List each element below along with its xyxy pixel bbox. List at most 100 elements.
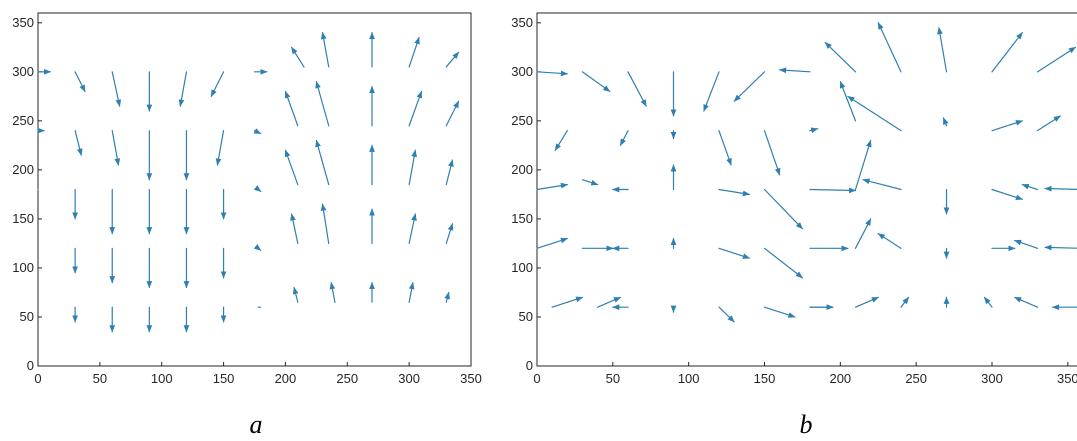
x-tick-label: 100: [151, 371, 173, 386]
x-tick-label: 150: [213, 371, 235, 386]
vector-arrow: [284, 90, 299, 127]
y-tick-label: 200: [511, 162, 533, 177]
vector-arrow: [551, 296, 584, 308]
vector-arrow: [581, 179, 599, 186]
vector-arrow: [320, 31, 330, 68]
vector-arrow: [763, 130, 781, 176]
vector-arrow: [74, 71, 86, 93]
vector-arrow: [554, 130, 568, 151]
quiver-arrows-a: [37, 31, 460, 333]
vector-arrow: [763, 188, 804, 230]
vector-arrow: [824, 41, 857, 73]
y-tick-label: 100: [511, 260, 533, 275]
vector-arrow: [315, 80, 330, 127]
x-tick-label: 50: [606, 371, 620, 386]
vector-arrow: [292, 286, 299, 303]
y-tick-label: 150: [12, 211, 34, 226]
vector-arrow: [444, 291, 450, 303]
vector-arrow: [877, 233, 902, 249]
tick-labels-b: 0 50 100 150 200 250 300 350 0 50 100 150 200 250 300 3…: [511, 15, 1077, 386]
tick-labels-a: 0 50 100 150 200 250 300 350 0 50 100 150 200 250 300 3…: [12, 15, 482, 386]
vector-arrow: [718, 130, 732, 166]
vector-arrow: [1021, 183, 1039, 191]
vector-arrow: [733, 71, 766, 102]
vector-arrow: [983, 296, 993, 308]
vector-arrow: [210, 71, 225, 97]
vector-arrow: [854, 218, 872, 249]
x-tick-label: 200: [275, 371, 297, 386]
x-tick-label: 300: [398, 371, 420, 386]
vector-arrow: [763, 306, 796, 318]
vector-arrow: [900, 296, 910, 308]
vector-arrow: [408, 213, 417, 245]
panel-b: 0 50 100 150 200 250 300 350 0 50 100 150 200 250 300 3…: [511, 12, 1077, 439]
vector-arrow: [1036, 115, 1061, 132]
vector-arrow: [445, 100, 460, 127]
y-tick-label: 0: [27, 358, 34, 373]
y-tick-label: 50: [519, 309, 533, 324]
vector-arrow: [215, 130, 225, 166]
vector-arrow: [627, 71, 647, 107]
vector-arrow: [718, 306, 735, 323]
x-tick-label: 350: [1057, 371, 1077, 386]
vector-arrow: [291, 46, 305, 68]
vector-arrow: [1014, 239, 1039, 249]
x-tick-label: 0: [34, 371, 41, 386]
y-tick-label: 350: [511, 15, 533, 30]
vector-arrow: [315, 139, 330, 186]
vector-arrow: [809, 127, 819, 134]
quiver-arrows-b: [536, 22, 1077, 323]
vector-arrow: [408, 36, 420, 68]
vector-arrow: [991, 120, 1024, 132]
vector-arrow: [718, 188, 751, 197]
vector-arrow: [937, 26, 948, 73]
plot-frame-a: [37, 12, 472, 367]
vector-arrow: [597, 296, 622, 308]
vector-arrow: [445, 51, 460, 68]
vector-arrow: [320, 203, 330, 245]
vector-arrow: [74, 130, 83, 156]
vector-arrow: [253, 185, 262, 193]
vector-arrow: [619, 130, 629, 147]
vector-arrow: [991, 188, 1024, 201]
vector-arrow: [536, 237, 569, 249]
vector-arrow: [877, 22, 902, 73]
y-tick-label: 350: [12, 15, 34, 30]
y-tick-label: 300: [511, 64, 533, 79]
y-tick-label: 200: [12, 162, 34, 177]
vector-arrow: [1044, 185, 1077, 192]
vector-arrow: [854, 139, 872, 191]
vector-arrow: [809, 187, 857, 194]
vector-arrow: [763, 247, 804, 279]
x-tick-label: 300: [981, 371, 1003, 386]
vector-arrow: [839, 80, 857, 122]
vector-arrow: [536, 70, 569, 77]
vector-arrow: [253, 128, 262, 135]
vector-arrow: [329, 281, 336, 303]
panel-label-a: a: [250, 410, 263, 439]
y-tick-label: 100: [12, 260, 34, 275]
x-tick-label: 250: [905, 371, 927, 386]
x-tick-label: 350: [460, 371, 482, 386]
vector-arrow: [178, 71, 188, 107]
vector-arrow: [253, 244, 262, 251]
vector-arrow: [284, 149, 299, 186]
vector-arrow: [408, 281, 415, 303]
vector-arrow: [942, 117, 949, 127]
vector-arrow: [718, 247, 751, 259]
y-tick-label: 0: [526, 358, 533, 373]
vector-arrow: [408, 90, 423, 127]
vector-arrow: [991, 32, 1023, 73]
y-tick-label: 50: [20, 309, 34, 324]
y-tick-label: 150: [511, 211, 533, 226]
vector-arrow: [111, 130, 121, 166]
x-tick-label: 250: [336, 371, 358, 386]
vector-arrow: [408, 149, 418, 186]
vector-arrow: [703, 71, 720, 112]
x-tick-label: 150: [754, 371, 776, 386]
vector-arrow: [778, 67, 811, 74]
vector-arrow: [1036, 46, 1077, 73]
x-tick-label: 200: [829, 371, 851, 386]
vector-arrow: [581, 71, 611, 93]
